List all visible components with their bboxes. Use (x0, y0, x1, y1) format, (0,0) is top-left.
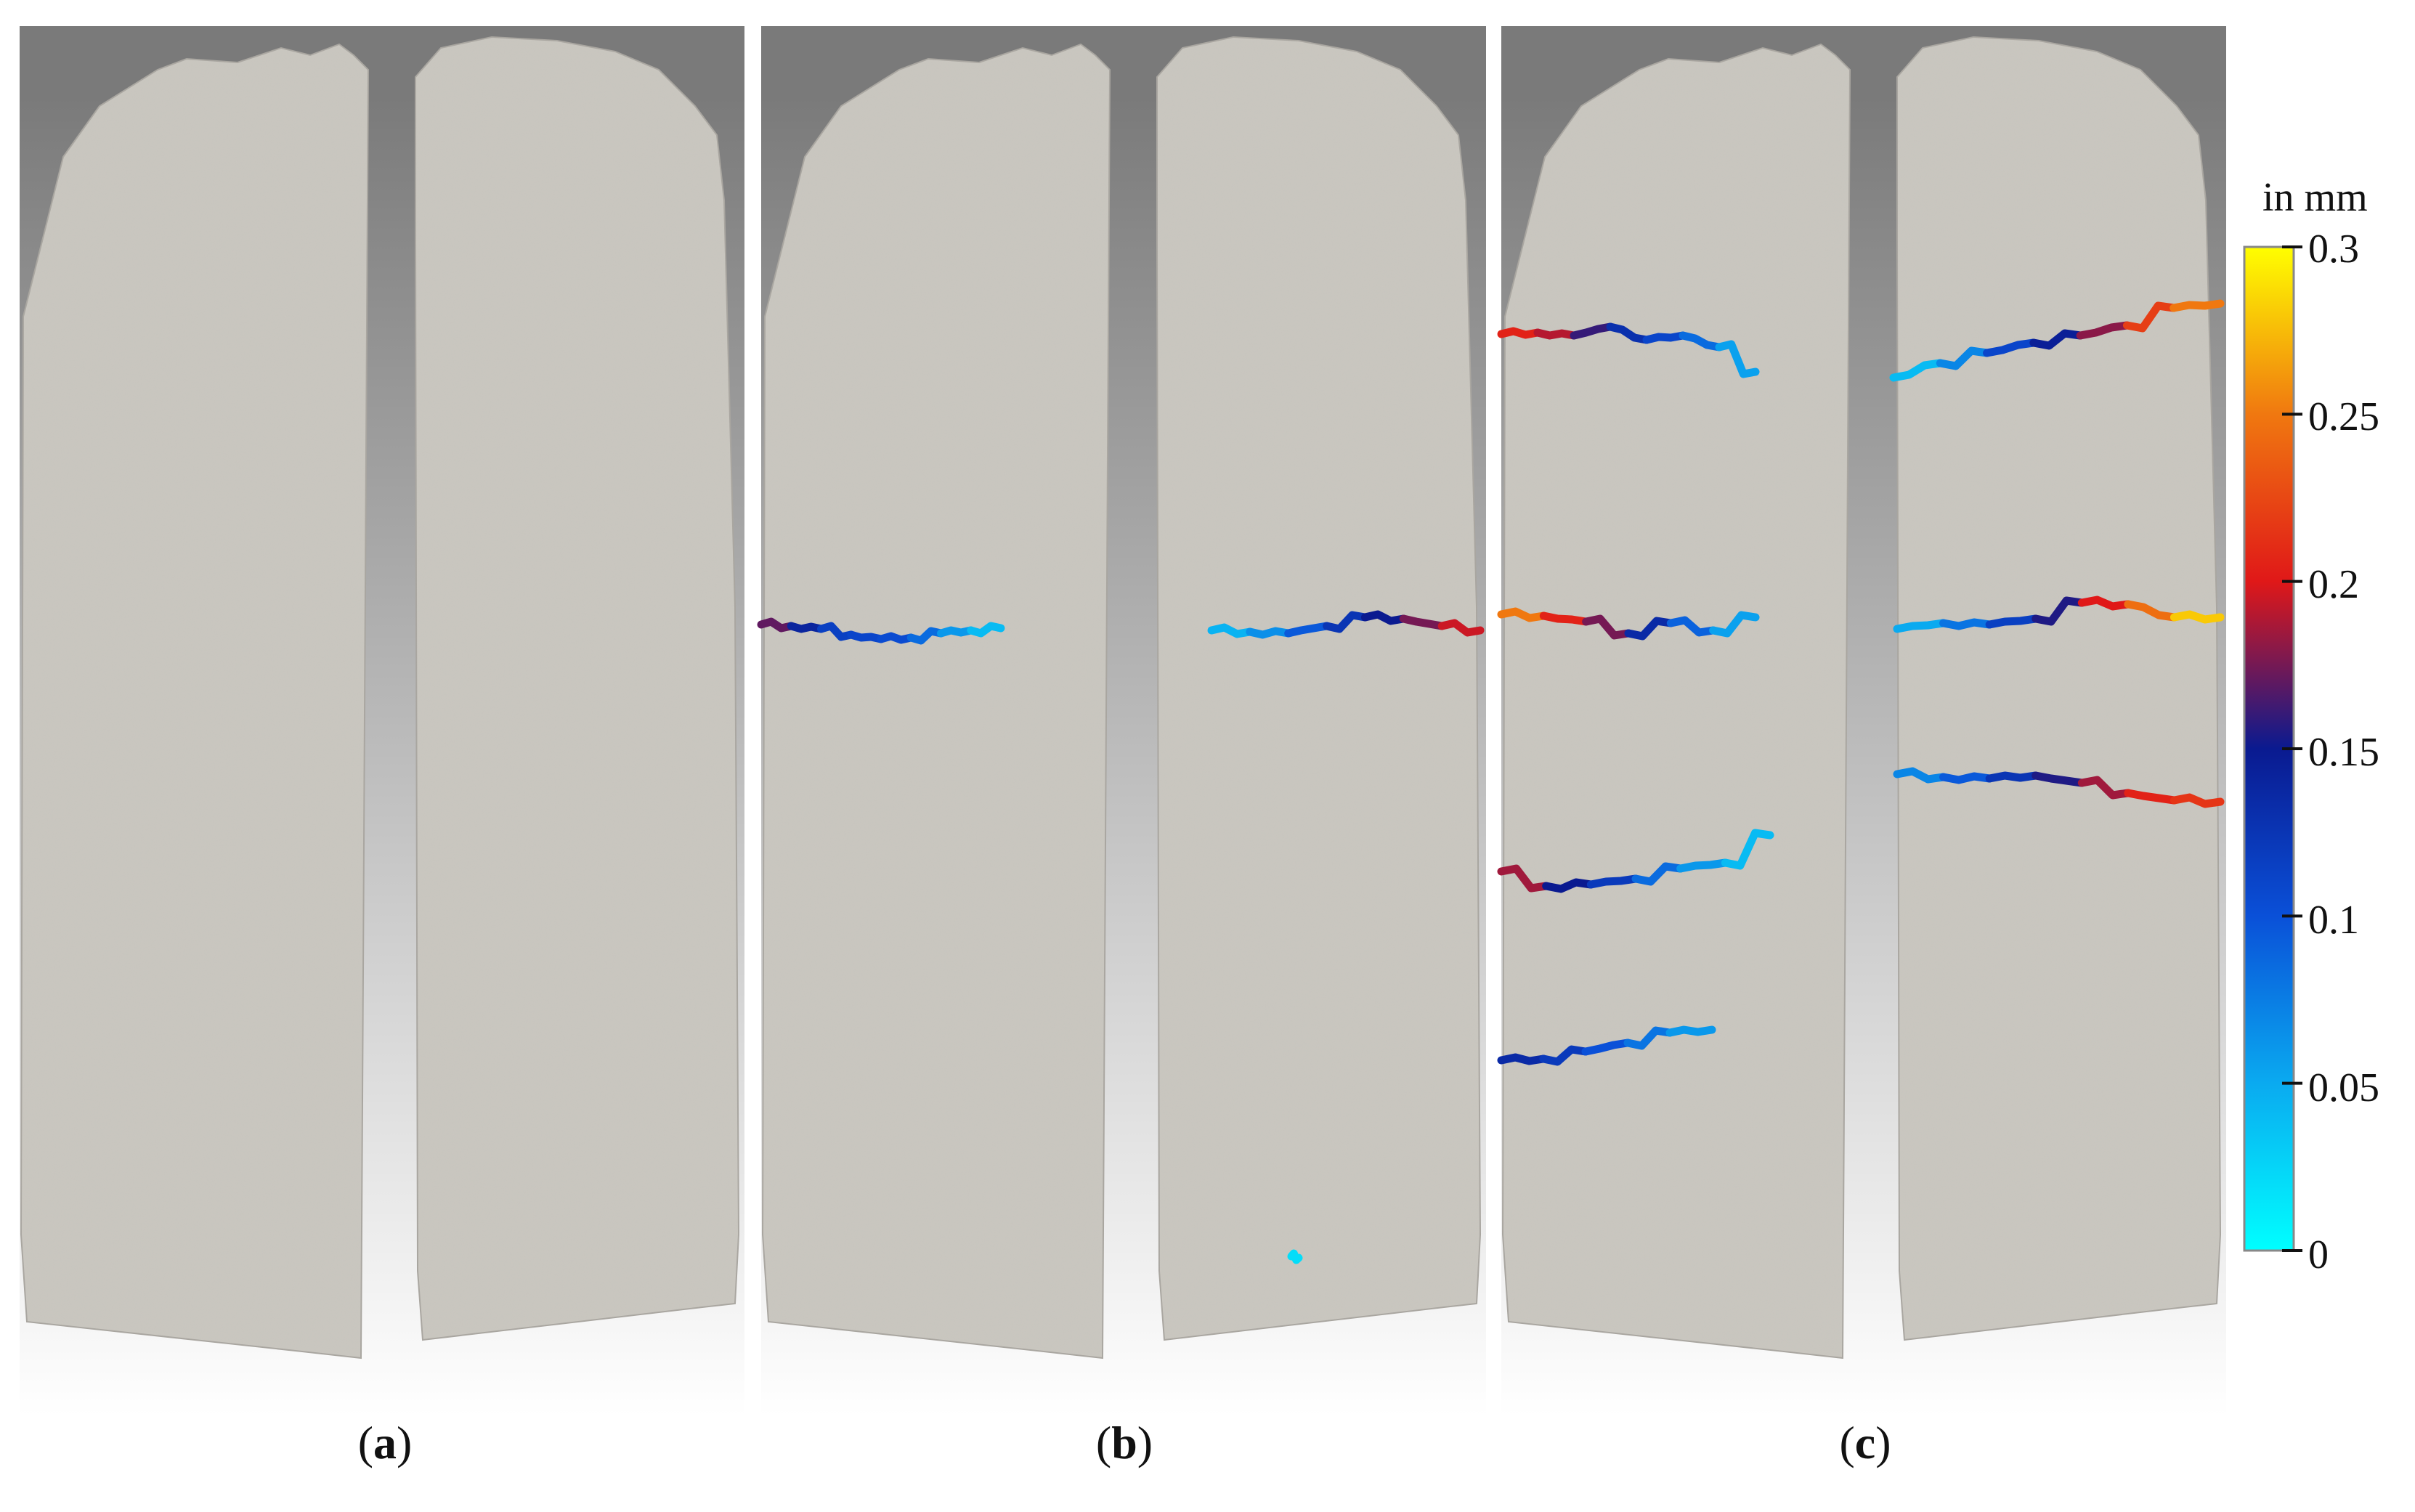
crack-segment (1631, 862, 1685, 886)
crack-segment (1497, 327, 1542, 339)
crack-segment (1893, 767, 1948, 784)
crack-segment (1676, 858, 1729, 873)
colorbar-tick-label: 0.2 (2308, 562, 2359, 607)
specimen-left-texture (763, 44, 1110, 1358)
panel-label-c: (c) (1839, 1417, 1891, 1468)
crack-segment (1642, 331, 1687, 344)
crack-segment (1889, 359, 1944, 382)
crack-segment (1246, 627, 1293, 639)
crack-segment (937, 626, 975, 638)
crack-left (1497, 829, 1774, 893)
colorbar-unit-label: in mm (2262, 175, 2368, 220)
crack-segment (1360, 610, 1408, 625)
crack-right (1287, 1249, 1303, 1264)
crack-segment (1709, 611, 1760, 638)
crack-segment (1207, 623, 1254, 638)
crack-segment (2124, 789, 2178, 805)
crack-segment (1570, 322, 1615, 340)
crack-segment (1624, 617, 1675, 641)
crack-segment (1985, 614, 2040, 629)
colorbar-tick-label: 0.3 (2308, 227, 2359, 272)
colorbar-tick-label: 0 (2308, 1232, 2329, 1277)
crack-segment (1323, 611, 1369, 633)
crack-segment (1581, 1039, 1632, 1056)
crack-segment (1985, 771, 2040, 783)
crack-segment (1399, 614, 1446, 630)
crack-segment (1287, 1249, 1303, 1264)
crack-segment (1666, 616, 1718, 637)
crack-segment (1893, 619, 1948, 633)
specimen-left-texture (1503, 44, 1850, 1358)
crack-right (1893, 767, 2225, 808)
specimen-right-texture (1157, 37, 1480, 1340)
crack-segment (2124, 600, 2178, 622)
crack-segment (1623, 1026, 1674, 1050)
crack-segment (847, 630, 885, 643)
crack-segment (1437, 619, 1485, 637)
crack-segment (2077, 776, 2132, 800)
crack-segment (1539, 1045, 1590, 1066)
specimen-right-texture (415, 37, 739, 1340)
crack-segment (2029, 329, 2085, 350)
crack-segment (817, 622, 856, 641)
crack-segment (2032, 771, 2086, 787)
crack-segment (2122, 301, 2178, 333)
crack-left (1497, 322, 1760, 378)
crack-segment (1497, 607, 1548, 622)
colorbar-tick-label: 0.05 (2308, 1065, 2379, 1110)
crack-segment (906, 627, 945, 645)
panel-b (757, 26, 1486, 1416)
crack-segment (1715, 340, 1760, 378)
crack-segment (1539, 611, 1591, 626)
crack-segment (1665, 1025, 1716, 1037)
crack-segment (967, 622, 1005, 638)
crack-segment (2170, 299, 2225, 312)
colorbar-tick-label: 0.25 (2308, 394, 2379, 439)
crack-segment (1497, 1053, 1548, 1065)
crack-segment (1936, 346, 1992, 370)
colorbar-tick-label: 0.15 (2308, 730, 2379, 775)
crack-segment (2170, 793, 2225, 808)
crack-segment (1542, 878, 1595, 893)
crack-segment (1679, 331, 1724, 351)
crack-segment (1533, 328, 1578, 340)
crack-segment (1582, 614, 1633, 640)
crack-segment (1721, 829, 1774, 870)
crack-right (1207, 610, 1485, 639)
crack-segment (1497, 864, 1551, 893)
crack-segment (1284, 622, 1331, 638)
crack-segment (2032, 596, 2086, 626)
crack-segment (1586, 874, 1640, 889)
crack-right (1893, 596, 2225, 633)
crack-left (1497, 607, 1760, 641)
crack-segment (1606, 322, 1651, 344)
specimen-right-texture (1897, 37, 2220, 1340)
crack-segment (1939, 772, 1994, 784)
crack-segment (877, 632, 915, 644)
specimen-left-texture (21, 44, 368, 1358)
crack-segment (787, 622, 825, 633)
crack-segment (1983, 338, 2038, 357)
crack-left (757, 617, 1005, 645)
crack-segment (2170, 610, 2225, 624)
panel-label-b: (b) (1095, 1417, 1153, 1468)
crack-segment (2076, 321, 2131, 340)
crack-right (1889, 299, 2225, 382)
crack-segment (757, 617, 795, 633)
panel-a (20, 26, 744, 1416)
crack-left (1497, 1025, 1716, 1066)
panel-c (1497, 26, 2226, 1416)
crack-segment (2077, 596, 2132, 611)
colorbar-tick-label: 0.1 (2308, 898, 2359, 943)
panel-label-a: (a) (357, 1417, 413, 1468)
crack-segment (1939, 618, 1994, 630)
